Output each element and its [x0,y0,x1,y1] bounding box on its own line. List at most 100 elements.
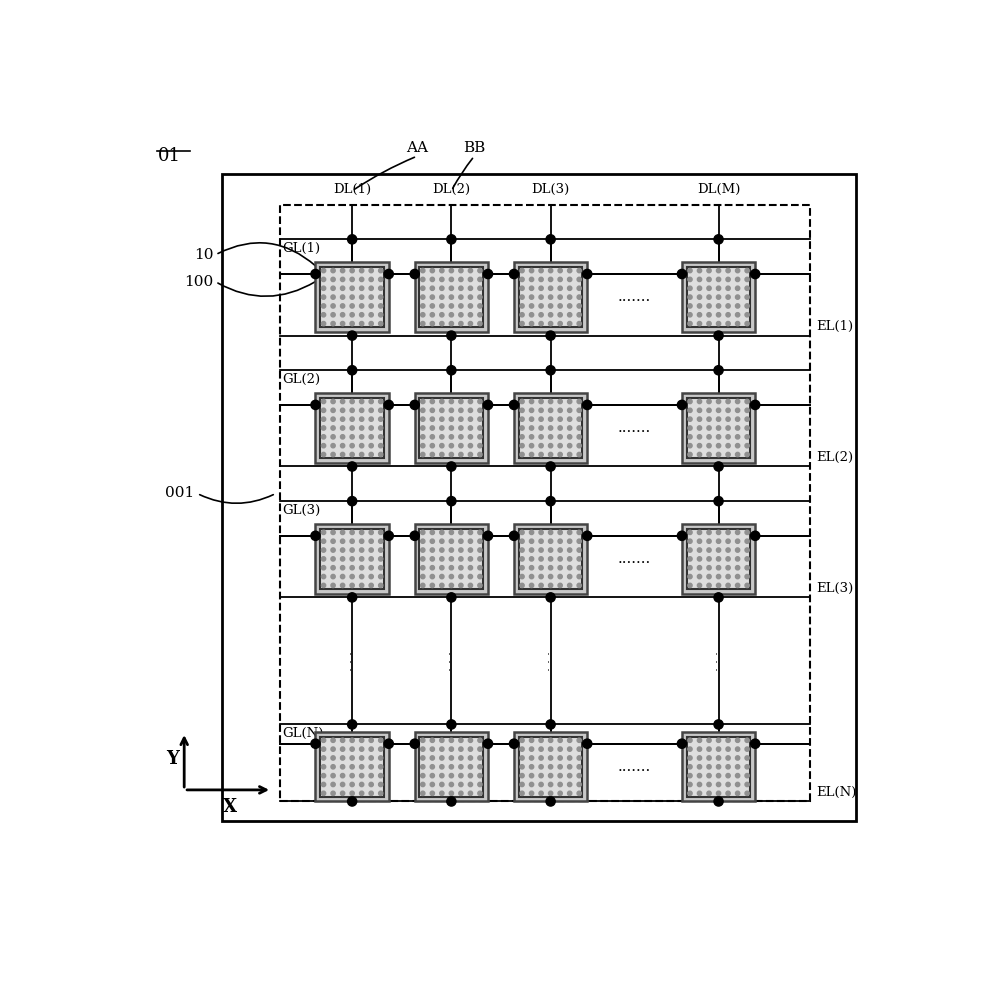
Circle shape [350,304,355,308]
Text: 001: 001 [165,486,194,500]
Circle shape [430,295,434,299]
Circle shape [341,399,345,404]
Circle shape [321,408,326,412]
Circle shape [529,773,534,778]
Circle shape [468,566,473,570]
Circle shape [697,782,701,787]
Circle shape [726,408,730,412]
Circle shape [520,539,524,543]
Circle shape [321,304,326,308]
Circle shape [745,321,750,326]
Circle shape [539,444,543,448]
Circle shape [341,452,345,457]
Circle shape [360,408,363,412]
Circle shape [558,557,562,561]
Circle shape [549,268,553,273]
Circle shape [714,331,723,340]
Circle shape [520,566,524,570]
Circle shape [509,739,518,748]
Circle shape [360,539,363,543]
Circle shape [478,756,482,760]
Circle shape [567,295,572,299]
Circle shape [331,399,335,404]
Circle shape [688,426,692,430]
Circle shape [539,452,543,457]
Circle shape [459,304,463,308]
Circle shape [558,756,562,760]
Circle shape [321,321,326,326]
Circle shape [439,426,444,430]
Circle shape [577,583,581,588]
Circle shape [459,313,463,317]
Circle shape [558,747,562,751]
Circle shape [350,574,355,579]
Circle shape [369,738,373,742]
Circle shape [430,321,434,326]
Circle shape [558,304,562,308]
Circle shape [430,304,434,308]
Circle shape [439,286,444,290]
Circle shape [736,399,740,404]
Circle shape [567,435,572,439]
Circle shape [331,444,335,448]
Circle shape [707,791,711,795]
Circle shape [567,399,572,404]
Circle shape [410,739,420,748]
Circle shape [577,268,581,273]
Circle shape [360,756,363,760]
Circle shape [716,295,721,299]
Circle shape [331,747,335,751]
Text: AA: AA [406,141,428,155]
Circle shape [707,268,711,273]
Circle shape [478,583,482,588]
Circle shape [745,426,750,430]
Circle shape [439,747,444,751]
Circle shape [549,417,553,421]
Circle shape [350,435,355,439]
Circle shape [369,539,373,543]
Circle shape [745,277,750,282]
Circle shape [341,321,345,326]
Circle shape [478,444,482,448]
Circle shape [736,566,740,570]
Circle shape [726,313,730,317]
Circle shape [529,426,534,430]
Circle shape [341,548,345,552]
Circle shape [350,321,355,326]
Bar [519,737,582,797]
Circle shape [430,738,434,742]
Circle shape [331,295,335,299]
Circle shape [745,566,750,570]
Circle shape [567,566,572,570]
Circle shape [478,295,482,299]
Circle shape [539,399,543,404]
Circle shape [468,426,473,430]
Circle shape [567,539,572,543]
Circle shape [688,321,692,326]
Circle shape [678,739,687,748]
Circle shape [421,295,425,299]
Circle shape [751,739,759,748]
Circle shape [459,756,463,760]
Circle shape [745,408,750,412]
Circle shape [459,530,463,535]
Circle shape [716,738,721,742]
Circle shape [707,756,711,760]
Circle shape [546,497,556,506]
Circle shape [378,548,383,552]
Circle shape [468,286,473,290]
Circle shape [449,791,453,795]
Circle shape [745,765,750,769]
Circle shape [529,574,534,579]
Circle shape [360,444,363,448]
Circle shape [736,782,740,787]
Circle shape [716,313,721,317]
Circle shape [439,583,444,588]
Circle shape [439,574,444,579]
Bar [415,262,488,332]
Circle shape [529,738,534,742]
Circle shape [688,773,692,778]
Circle shape [421,417,425,421]
Circle shape [430,435,434,439]
Bar [514,524,587,594]
